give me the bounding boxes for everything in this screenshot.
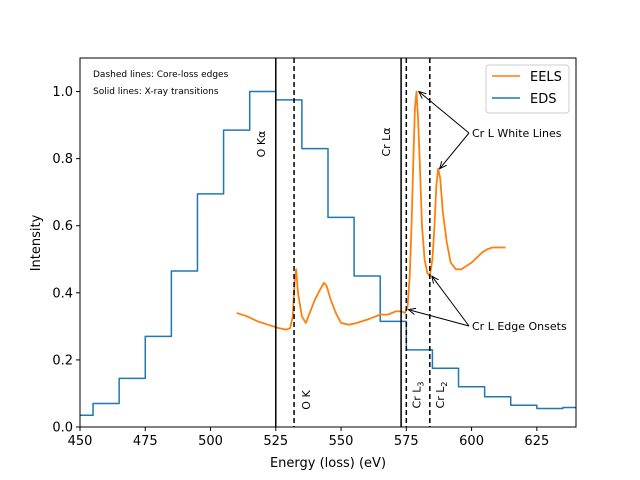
y-tick-label-0.6: 0.6 — [52, 219, 73, 234]
note-solid: Solid lines: X-ray transitions — [93, 87, 219, 97]
legend-label-eels: EELS — [530, 70, 562, 85]
x-tick-label-525: 525 — [263, 434, 288, 449]
vline-label-4: Cr L2 — [434, 382, 449, 409]
legend-label-eds: EDS — [530, 92, 556, 107]
x-tick-label-450: 450 — [68, 434, 93, 449]
x-tick-label-475: 475 — [133, 434, 158, 449]
note-dashed: Dashed lines: Core-loss edges — [93, 70, 229, 80]
legend: EELS EDS — [485, 64, 570, 114]
annotation-arrow-0-0 — [419, 92, 470, 134]
annotation-arrow-0-1 — [440, 132, 470, 169]
x-tick-label-600: 600 — [459, 434, 484, 449]
annotation-1: Cr L Edge Onsets — [472, 320, 567, 333]
vline-label-1: O K — [300, 390, 313, 410]
x-tick-label-550: 550 — [329, 434, 354, 449]
annotation-arrow-1-0 — [408, 310, 470, 327]
y-tick-label-0.8: 0.8 — [52, 152, 73, 167]
x-tick-label-500: 500 — [198, 434, 223, 449]
vline-label-3: Cr L3 — [410, 382, 425, 409]
legend-box — [485, 64, 570, 114]
x-tick-label-575: 575 — [394, 434, 419, 449]
plot-area-frame — [79, 57, 577, 428]
vline-label-2: Cr Lα — [380, 127, 393, 156]
y-tick-label-0: 0.0 — [52, 421, 73, 436]
series-eels — [236, 90, 506, 331]
y-tick-label-0.4: 0.4 — [52, 286, 73, 301]
annotation-arrow-1-1 — [432, 276, 470, 327]
x-tick-label-625: 625 — [524, 434, 549, 449]
annotation-0: Cr L White Lines — [472, 127, 562, 140]
series-eds — [80, 90, 576, 417]
y-tick-label-0.2: 0.2 — [52, 353, 73, 368]
y-tick-label-1: 1.0 — [52, 85, 73, 100]
y-axis-label: Intensity — [29, 214, 44, 271]
x-axis-label: Energy (loss) (eV) — [270, 456, 386, 471]
vline-label-0: O Kα — [255, 131, 268, 158]
